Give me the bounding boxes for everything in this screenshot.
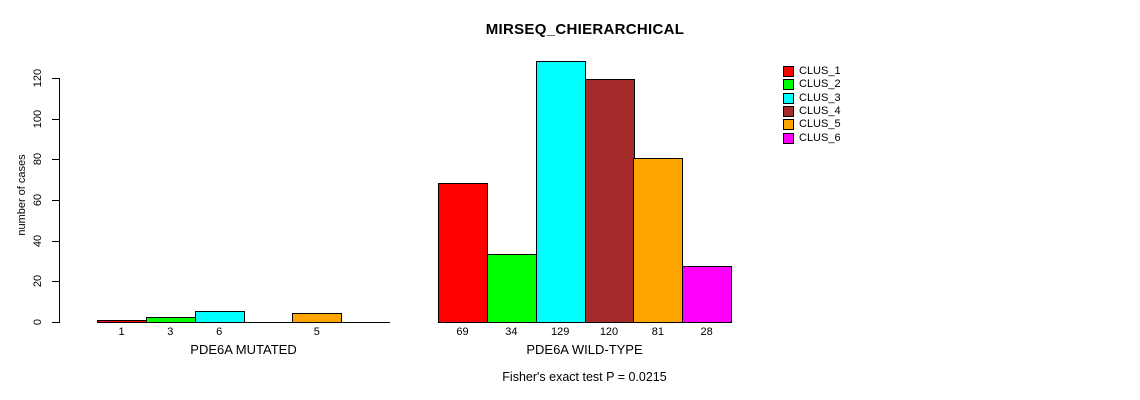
bar-value-label: 3 (167, 326, 174, 338)
bar-value-label: 5 (313, 326, 320, 338)
y-axis-tick-label: 0 (32, 318, 44, 326)
y-axis-tick-label: 60 (32, 193, 44, 207)
legend-swatch (783, 79, 794, 91)
bar-clus_2 (145, 317, 196, 323)
y-axis-tick (52, 281, 59, 282)
bar-value-label: 28 (700, 326, 713, 338)
bar-value-label: 34 (505, 326, 518, 338)
bar-clus_1 (97, 320, 147, 323)
x-axis-group-label: PDE6A WILD-TYPE (526, 342, 643, 357)
bar-value-label: 69 (456, 326, 469, 338)
y-axis-tick (52, 322, 59, 323)
bar-value-label: 81 (651, 326, 664, 338)
bar-clus_5 (292, 313, 343, 323)
y-axis-tick-label: 80 (32, 152, 44, 166)
legend-item-label: CLUS_2 (799, 78, 841, 91)
y-axis-tick-label: 100 (32, 109, 44, 129)
bar-clus_4 (584, 79, 635, 323)
y-axis-line (59, 78, 60, 323)
y-axis-tick-label: 40 (32, 234, 44, 248)
legend-swatch (783, 92, 794, 104)
y-axis-label: number of cases (16, 154, 28, 236)
y-axis-tick (52, 200, 59, 201)
bar-clus_5 (633, 158, 684, 323)
y-axis-tick-label: 20 (32, 274, 44, 288)
legend-swatch (783, 105, 794, 117)
bar-clus_3 (535, 61, 586, 323)
bar-value-label: 120 (599, 326, 619, 338)
bar-clus_3 (194, 311, 245, 323)
bar-value-label: 129 (550, 326, 570, 338)
legend-swatch (783, 119, 794, 131)
bar-clus_6 (682, 266, 733, 323)
y-axis-tick (52, 241, 59, 242)
x-axis-group-label: PDE6A MUTATED (190, 342, 297, 357)
legend-item: CLUS_2 (783, 78, 903, 91)
legend-item-label: CLUS_5 (799, 118, 841, 131)
y-axis-tick (52, 159, 59, 160)
legend-item-label: CLUS_4 (799, 104, 841, 117)
y-axis-tick (52, 119, 59, 120)
chart-title: MIRSEQ_CHIERARCHICAL (485, 21, 685, 38)
legend-swatch (783, 66, 794, 77)
legend-item: CLUS_6 (783, 132, 903, 145)
legend-item: CLUS_4 (783, 105, 903, 118)
bar-clus_2 (486, 254, 537, 323)
bar-value-label: 1 (118, 326, 125, 338)
legend-item-label: CLUS_6 (799, 131, 841, 144)
legend-item-label: CLUS_1 (799, 65, 841, 77)
bar-value-label: 6 (216, 326, 223, 338)
legend-item: CLUS_3 (783, 92, 903, 105)
legend-item-label: CLUS_3 (799, 91, 841, 104)
y-axis-tick-label: 120 (32, 68, 44, 88)
legend-swatch (783, 132, 794, 144)
fisher-note: Fisher's exact test P = 0.0215 (502, 370, 667, 384)
legend-item: CLUS_1 (783, 65, 903, 78)
bar-clus_1 (438, 183, 488, 323)
y-axis-tick (52, 78, 59, 79)
legend-item: CLUS_5 (783, 118, 903, 131)
